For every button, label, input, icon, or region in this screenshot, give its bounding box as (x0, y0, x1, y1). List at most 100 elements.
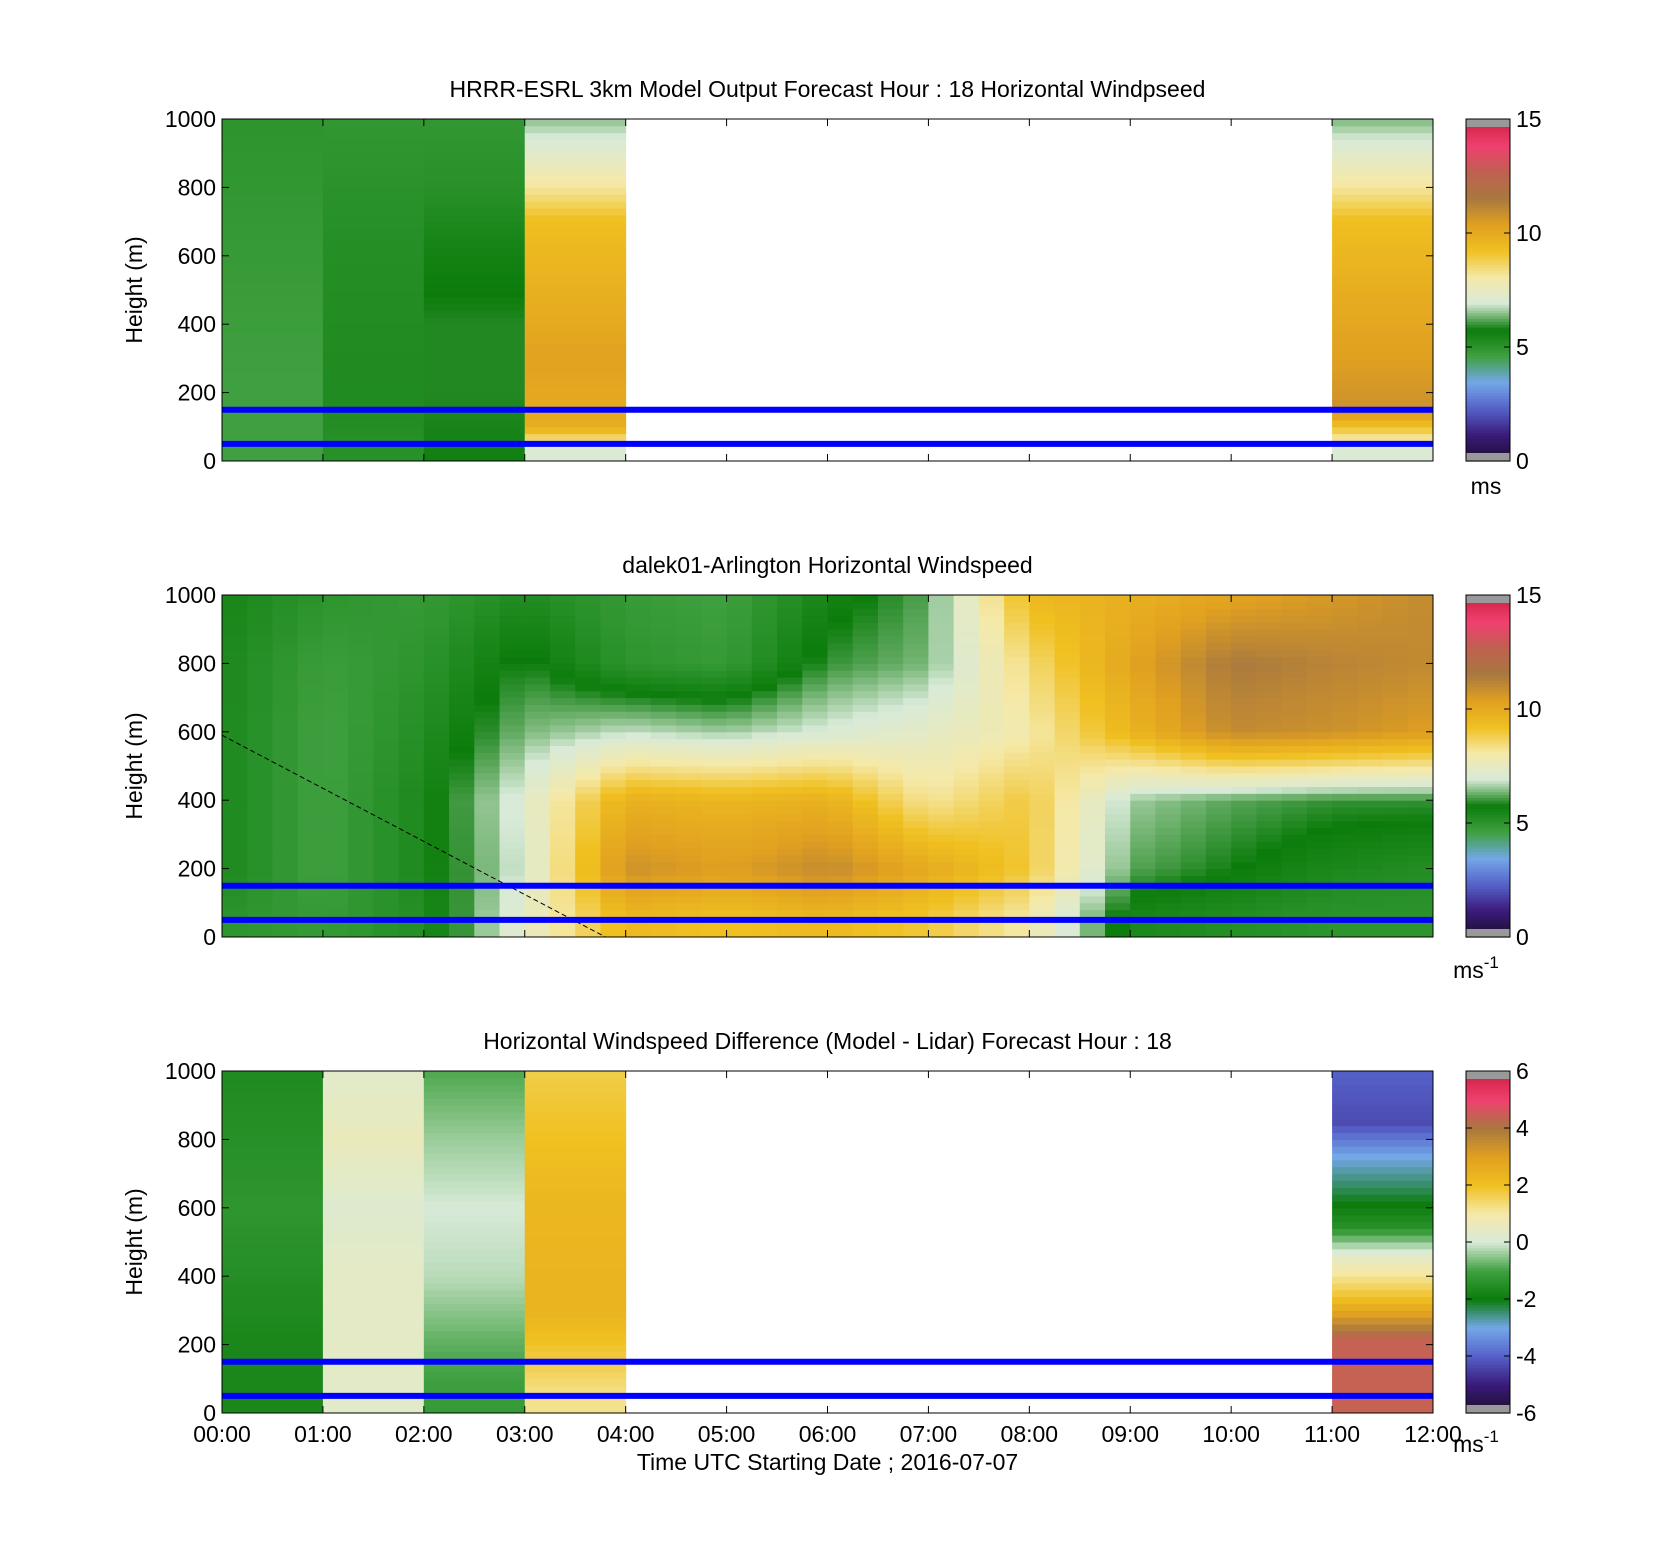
heat-cell (625, 697, 652, 705)
heat-cell (499, 690, 526, 699)
heat-cell (1281, 766, 1308, 774)
heat-cell (322, 930, 349, 937)
heat-cell (423, 1330, 526, 1339)
heat-cell (1004, 779, 1030, 788)
heat-cell (524, 132, 627, 141)
heat-cell (1256, 697, 1283, 705)
heat-cell (474, 608, 501, 617)
heat-cell (474, 868, 501, 876)
heat-cell (978, 909, 1005, 917)
heat-cell (222, 310, 324, 318)
heat-cell (398, 793, 425, 801)
heat-cell (1281, 663, 1308, 671)
heat-cell (852, 848, 879, 856)
heat-cell (1231, 745, 1257, 753)
heat-cell (650, 813, 677, 822)
heat-cell (877, 807, 904, 815)
heat-cell (1054, 807, 1081, 815)
heat-cell (1029, 800, 1056, 808)
heat-cell (549, 629, 576, 637)
heat-cell (549, 601, 576, 610)
heat-cell (701, 663, 728, 671)
heat-cell (1079, 875, 1106, 883)
heat-cell (1256, 642, 1283, 651)
heat-cell (903, 601, 929, 610)
colorbar-segment (1466, 1378, 1510, 1383)
heat-cell (423, 180, 526, 188)
heat-cell (222, 221, 324, 229)
heat-cell (1054, 793, 1081, 801)
heat-cell (423, 642, 450, 651)
heat-cell (1281, 677, 1308, 685)
heat-cell (1382, 745, 1409, 753)
heat-cell (903, 827, 929, 835)
heat-cell (1231, 731, 1257, 740)
heat-cell (1332, 331, 1433, 339)
heat-cell (222, 433, 324, 441)
heat-cell (322, 1399, 425, 1407)
heat-cell (1306, 595, 1333, 603)
heat-cell (474, 875, 501, 883)
heat-cell (1079, 800, 1106, 808)
heat-cell (726, 868, 753, 876)
heat-cell (322, 1153, 425, 1161)
heat-cell (222, 1255, 324, 1264)
heat-cell (549, 895, 576, 904)
heat-cell (1256, 834, 1283, 842)
heat-cell (1357, 779, 1384, 788)
colorbar-segment (1466, 1261, 1510, 1266)
heat-cell (499, 834, 526, 842)
heat-cell (423, 1235, 526, 1243)
heat-cell (322, 399, 425, 407)
heat-cell (1079, 636, 1106, 644)
heat-cell (1004, 595, 1030, 603)
heat-cell (222, 317, 324, 325)
heat-cell (1180, 854, 1207, 863)
heat-cell (1105, 848, 1131, 856)
heat-cell (549, 861, 576, 870)
heat-cell (1004, 786, 1030, 794)
heat-cell (524, 615, 551, 623)
heat-cell (222, 331, 324, 339)
colorbar-segment (1466, 275, 1510, 280)
heat-cell (222, 875, 248, 883)
heat-cell (701, 649, 728, 658)
heat-cell (650, 670, 677, 678)
colorbar-segment (1466, 238, 1510, 243)
heat-cell (499, 861, 526, 870)
heat-cell (953, 841, 980, 849)
heat-cell (1332, 677, 1358, 685)
colorbar-segment (1466, 375, 1510, 379)
heat-cell (928, 786, 955, 794)
heat-cell (650, 683, 677, 692)
heat-cell (373, 923, 400, 931)
heat-cell (524, 1242, 627, 1250)
heat-cell (903, 745, 929, 753)
colorbar-segment (1466, 674, 1510, 679)
heat-cell (222, 235, 324, 243)
heat-cell (903, 889, 929, 897)
heat-cell (928, 745, 955, 753)
heat-cell (322, 433, 425, 441)
colorbar-segment (1466, 1128, 1510, 1132)
heat-cell (1281, 807, 1308, 815)
heat-cell (625, 601, 652, 610)
heat-cell (1079, 649, 1106, 658)
heat-cell (1079, 895, 1106, 904)
heat-cell (398, 649, 425, 658)
heat-cell (1155, 683, 1182, 692)
heat-cell (1180, 608, 1207, 617)
heat-cell (524, 454, 627, 461)
colorbar-segment (1466, 1287, 1510, 1292)
colorbar-segment (1466, 449, 1510, 454)
heat-cell (474, 656, 501, 664)
heat-cell (449, 895, 475, 904)
heat-cell (625, 848, 652, 856)
heat-cell (524, 1077, 627, 1086)
colorbar-segment (1466, 361, 1510, 365)
heat-cell (1407, 595, 1433, 603)
heat-cell (297, 807, 324, 815)
heat-cell (474, 711, 501, 719)
colorbar-segment (1466, 187, 1510, 191)
heat-cell (247, 793, 273, 801)
